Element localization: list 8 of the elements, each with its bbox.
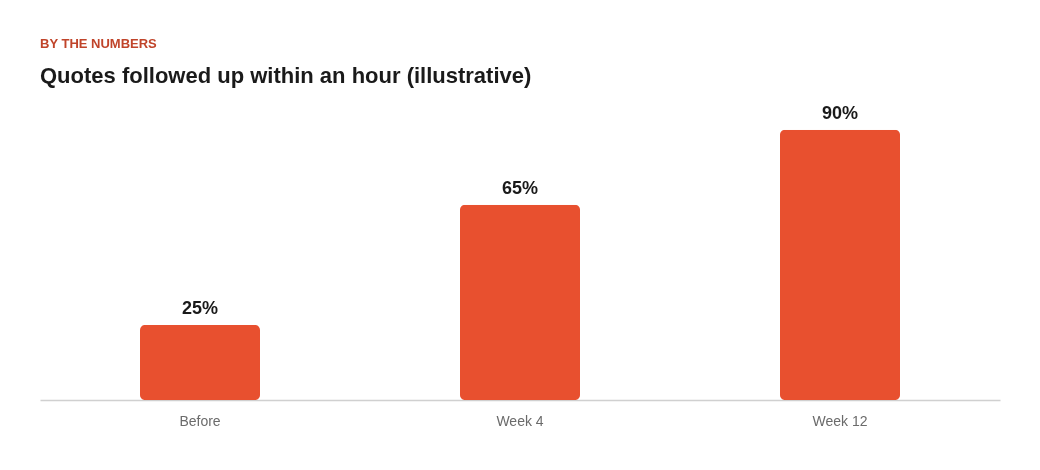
x-tick-label: Week 12 <box>812 412 868 429</box>
chart-title: Quotes followed up within an hour (illustrative) <box>40 63 532 88</box>
x-tick-label: Before <box>179 412 221 429</box>
data-label: 25% <box>181 297 219 318</box>
data-label: 90% <box>821 102 859 123</box>
chart-subtitle: BY THE NUMBERS <box>40 36 158 51</box>
x-tick-label: Week 4 <box>496 412 544 429</box>
data-label: 65% <box>501 177 539 198</box>
